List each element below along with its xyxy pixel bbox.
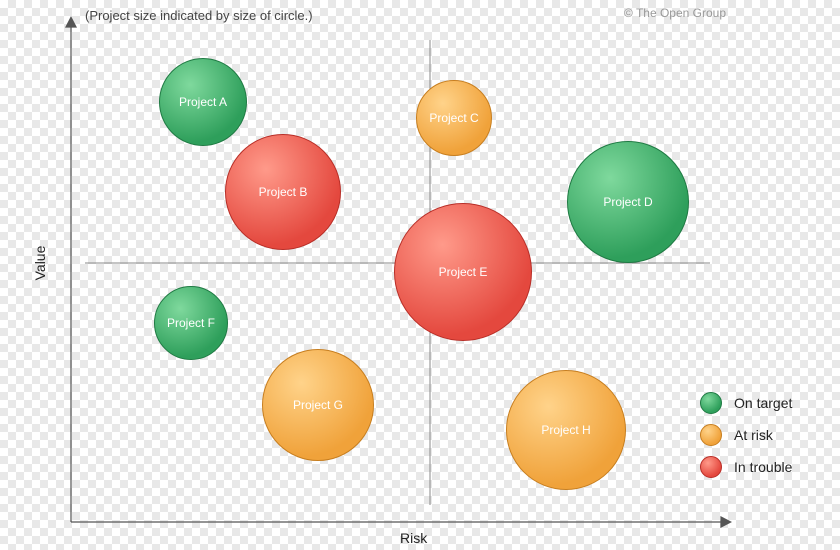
bubble-project-e: Project E xyxy=(394,203,532,341)
bubble-project-h: Project H xyxy=(506,370,626,490)
legend-item-in_trouble: In trouble xyxy=(700,456,792,478)
bubble-label: Project H xyxy=(541,423,590,437)
x-axis-label: Risk xyxy=(400,530,427,546)
bubble-project-g: Project G xyxy=(262,349,374,461)
legend: On target At risk In trouble xyxy=(700,392,792,488)
legend-swatch xyxy=(700,456,722,478)
bubble-label: Project B xyxy=(259,185,308,199)
bubble-label: Project F xyxy=(167,316,215,330)
bubble-project-c: Project C xyxy=(416,80,492,156)
bubble-label: Project D xyxy=(603,195,652,209)
legend-label: On target xyxy=(734,395,792,411)
bubble-label: Project G xyxy=(293,398,343,412)
legend-label: In trouble xyxy=(734,459,792,475)
bubble-project-f: Project F xyxy=(154,286,228,360)
legend-item-on_target: On target xyxy=(700,392,792,414)
bubble-project-a: Project A xyxy=(159,58,247,146)
bubble-label: Project A xyxy=(179,95,227,109)
y-axis-label: Value xyxy=(32,246,48,281)
bubble-label: Project C xyxy=(429,111,478,125)
legend-swatch xyxy=(700,424,722,446)
bubble-label: Project E xyxy=(439,265,488,279)
legend-label: At risk xyxy=(734,427,773,443)
bubble-project-b: Project B xyxy=(225,134,341,250)
legend-item-at_risk: At risk xyxy=(700,424,792,446)
legend-swatch xyxy=(700,392,722,414)
bubble-project-d: Project D xyxy=(567,141,689,263)
